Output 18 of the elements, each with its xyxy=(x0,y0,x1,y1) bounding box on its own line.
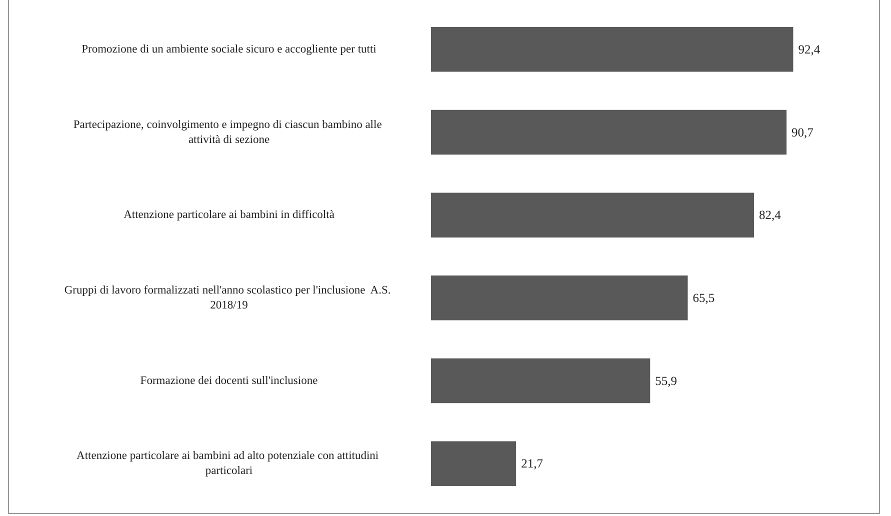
bar xyxy=(431,110,787,155)
data-label: 92,4 xyxy=(798,42,821,56)
bar xyxy=(431,358,650,404)
y-tick-label: Partecipazione, coinvolgimento e impegno di ciascun bambino alle attività di sezione xyxy=(73,118,385,146)
data-label: 55,9 xyxy=(655,374,678,388)
bar xyxy=(431,276,688,320)
bar xyxy=(431,441,516,486)
y-tick-label: Gruppi di lavoro formalizzati nell'anno scolastico per l'inclusione A.S. 2018/19 xyxy=(64,284,394,312)
bar xyxy=(431,27,794,72)
y-tick-label: Attenzione particolare ai bambini in difficoltà xyxy=(124,209,334,222)
data-label: 82,4 xyxy=(759,208,782,222)
data-label: 21,7 xyxy=(521,456,543,471)
data-label: 90,7 xyxy=(792,125,814,140)
data-label: 65,5 xyxy=(692,290,715,305)
y-tick-label: Formazione dei docenti sull'inclusione xyxy=(140,374,318,387)
y-tick-label: Attenzione particolare ai bambini ad alto potenziale con attitudini particolari xyxy=(76,450,382,478)
y-tick-label: Promozione di un ambiente sociale sicuro e accogliente per tutti xyxy=(82,43,376,56)
bar xyxy=(431,192,754,238)
